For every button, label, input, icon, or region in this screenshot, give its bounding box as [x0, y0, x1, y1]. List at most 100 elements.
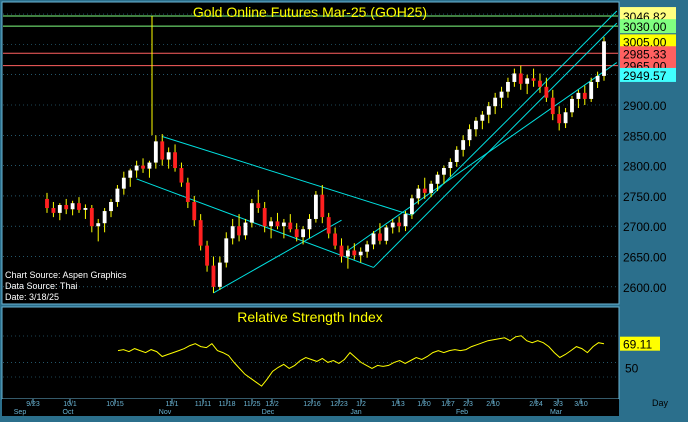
date-tick-label: 11/1	[165, 401, 178, 408]
candle-body	[166, 152, 171, 160]
date-month-label: Nov	[159, 409, 172, 416]
price-label-text: 3030.00	[623, 20, 667, 34]
date-tick-label: 3/10	[574, 401, 588, 408]
date-axis-bar	[2, 399, 619, 416]
date-tick-label: 11/25	[244, 401, 261, 408]
price-tick-label: 2650.00	[623, 251, 667, 265]
candle-body	[307, 218, 312, 230]
candle-body	[237, 226, 241, 236]
price-label-box	[620, 34, 676, 49]
candle-body	[467, 129, 472, 141]
candle-body	[45, 198, 49, 209]
candle-body	[115, 188, 120, 202]
candle-body	[51, 208, 56, 213]
candle-body	[147, 162, 152, 169]
candle-body	[480, 114, 485, 121]
candle-body	[256, 203, 261, 209]
candle-body	[205, 245, 209, 266]
candle-body	[83, 208, 88, 210]
candle-body	[102, 211, 107, 224]
date-tick-label: 12/16	[303, 401, 321, 408]
candle-body	[448, 161, 453, 169]
candle-body	[211, 265, 216, 287]
candle-body	[160, 141, 165, 160]
date-month-label: Sep	[14, 409, 27, 416]
candle-body	[403, 214, 408, 227]
candle-body	[550, 97, 555, 115]
candle-body	[89, 208, 94, 227]
candle-body	[313, 194, 318, 219]
price-panel	[1, 1, 620, 305]
price-label-text: 3005.00	[623, 35, 667, 49]
candle-body	[128, 170, 133, 178]
rsi-grid	[3, 335, 618, 378]
candle-body	[301, 229, 306, 238]
candle-body	[506, 81, 510, 92]
rsi-chart-title: Relative Strength Index	[237, 309, 383, 325]
candle-body	[179, 168, 184, 183]
rsi-value-label: 69.11	[623, 338, 652, 352]
rsi-tick-label: 50	[625, 361, 639, 375]
price-tick-label: 2700.00	[623, 220, 667, 234]
rsi-line	[117, 335, 605, 387]
candle-body	[602, 41, 606, 76]
candle-body	[384, 227, 389, 241]
channel-line	[162, 136, 413, 216]
candle-body	[570, 98, 574, 113]
date-tick-label: 10/15	[106, 401, 124, 408]
candle-body	[390, 222, 395, 228]
candle-body	[531, 78, 536, 81]
candle-body	[352, 250, 357, 256]
candle-body	[243, 222, 248, 236]
candle-body	[230, 226, 235, 239]
source-line-2: Data Source: Thai	[5, 281, 77, 291]
candle-body	[454, 149, 459, 162]
candle-body	[474, 120, 478, 130]
candle-body	[410, 198, 414, 215]
channel-line	[136, 178, 374, 268]
date-month-label: Jan	[350, 409, 361, 416]
date-tick-label: 10/1	[63, 401, 77, 408]
candle-body	[358, 251, 363, 256]
candle-body	[538, 80, 542, 87]
candlesticks	[45, 37, 606, 293]
date-tick-label: 12/2	[265, 401, 279, 408]
date-month-label: Oct	[63, 409, 74, 416]
candle-body	[339, 245, 344, 257]
date-tick-label: 9/23	[26, 401, 40, 408]
date-tick-label: 1/2	[356, 401, 366, 408]
candle-body	[134, 165, 139, 171]
price-labels: 3050.003046.823030.003005.002985.332965.…	[620, 7, 676, 83]
channel-line	[213, 219, 342, 294]
candle-body	[371, 233, 376, 245]
candle-body	[397, 222, 402, 227]
date-month-label: Feb	[456, 409, 468, 416]
price-tick-label: 2850.00	[623, 129, 667, 143]
candle-body	[512, 73, 517, 82]
candle-body	[493, 97, 498, 107]
date-tick-label: 1/13	[391, 401, 405, 408]
candle-body	[326, 217, 331, 234]
candle-body	[70, 203, 75, 210]
candle-body	[217, 262, 222, 287]
rsi-value-box	[620, 336, 660, 351]
price-label-text: 2985.33	[623, 47, 667, 61]
candle-body	[544, 86, 549, 98]
candle-body	[576, 92, 581, 99]
candle-body	[429, 183, 434, 193]
price-chart-title: Gold Online Futures Mar-25 (GOH25)	[193, 4, 427, 20]
candle-body	[96, 223, 101, 227]
candle-body	[185, 182, 190, 202]
price-label-box	[620, 67, 676, 82]
candle-body	[57, 205, 62, 213]
candle-body	[269, 221, 274, 227]
candle-body	[435, 174, 440, 184]
candle-body	[249, 203, 254, 223]
rsi-axis: 69.11 50	[620, 336, 660, 375]
candle-body	[589, 81, 594, 99]
candle-body	[518, 73, 523, 84]
candle-body	[275, 221, 280, 227]
candle-body	[442, 168, 446, 175]
